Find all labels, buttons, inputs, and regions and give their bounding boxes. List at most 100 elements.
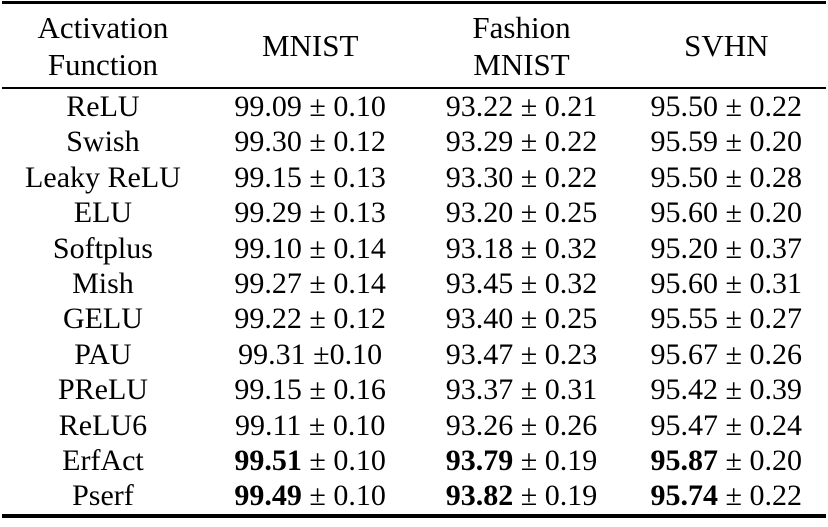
mnist-value-cell: 99.15 ± 0.16 [204, 372, 417, 407]
svhn-value-cell: 95.50 ± 0.28 [627, 160, 826, 195]
svhn-mean: 95.47 [650, 408, 719, 442]
mnist-value-cell: 99.11 ± 0.10 [204, 408, 417, 443]
svhn-value-cell: 95.50 ± 0.22 [627, 88, 826, 124]
mnist-err: ± 0.12 [309, 302, 386, 336]
mnist-mean: 99.29 [234, 196, 302, 230]
svhn-err: ± 0.24 [725, 408, 803, 442]
svhn-err: ± 0.20 [725, 444, 803, 478]
mnist-err: ± 0.13 [309, 196, 386, 230]
svhn-err: ± 0.37 [725, 231, 803, 265]
mnist-value-cell: 99.09 ± 0.10 [204, 88, 417, 124]
fashion-mnist-value-cell: 93.47 ± 0.23 [416, 337, 626, 372]
mnist-mean: 99.31 [238, 337, 306, 371]
table-header: Activation Function MNIST Fashion MNIST … [2, 2, 826, 89]
fashion-mnist-value-cell: 93.29 ± 0.22 [416, 124, 626, 159]
header-svhn: SVHN [626, 2, 826, 89]
fashion-mnist-err: ± 0.25 [520, 196, 598, 230]
fashion-mnist-mean: 93.22 [445, 90, 514, 123]
mnist-value-cell: 99.51 ± 0.10 [204, 443, 417, 478]
fashion-mnist-value-cell: 93.45 ± 0.32 [416, 266, 626, 301]
activation-function-results-table: Activation Function MNIST Fashion MNIST … [2, 1, 826, 518]
activation-name: Leaky ReLU [25, 160, 181, 194]
fashion-mnist-mean: 93.26 [445, 408, 514, 442]
svhn-value-cell: 95.67 ± 0.26 [627, 337, 826, 372]
fashion-mnist-mean: 93.20 [445, 196, 514, 230]
svhn-err: ± 0.26 [725, 337, 803, 371]
svhn-mean: 95.20 [650, 231, 719, 265]
activation-name: PReLU [57, 373, 148, 407]
fashion-mnist-value-cell: 93.30 ± 0.22 [416, 160, 626, 195]
mnist-value-cell: 99.15 ± 0.13 [204, 160, 417, 195]
svhn-err: ± 0.39 [725, 373, 803, 407]
mnist-value-cell: 99.31 ±0.10 [204, 337, 417, 372]
svhn-mean: 95.60 [650, 196, 719, 230]
svhn-value-cell: 95.42 ± 0.39 [627, 372, 826, 407]
fashion-mnist-err: ± 0.31 [520, 373, 598, 407]
activation-name: Softplus [52, 231, 153, 265]
mnist-err: ± 0.13 [309, 160, 386, 194]
header-mnist: MNIST [203, 2, 417, 89]
mnist-mean: 99.10 [234, 231, 302, 265]
mnist-err: ± 0.10 [309, 479, 386, 513]
activation-name: Pserf [72, 479, 134, 513]
mnist-mean: 99.27 [234, 267, 302, 301]
table-row-leaky-relu: Leaky ReLU 99.15 ± 0.13 93.30 ± 0.22 95.… [2, 160, 826, 195]
mnist-err: ± 0.14 [309, 231, 386, 265]
mnist-value-cell: 99.49 ± 0.10 [204, 478, 417, 515]
table-row-prelu: PReLU 99.15 ± 0.16 93.37 ± 0.31 95.42 ± … [2, 372, 826, 407]
mnist-err: ± 0.16 [309, 373, 386, 407]
activation-name: GELU [62, 302, 143, 336]
fashion-mnist-err: ± 0.19 [520, 444, 598, 478]
mnist-mean: 99.51 [234, 444, 302, 478]
mnist-err: ± 0.10 [309, 444, 386, 478]
svhn-err: ± 0.20 [725, 196, 803, 230]
mnist-mean: 99.22 [234, 302, 302, 336]
fashion-mnist-value-cell: 93.40 ± 0.25 [416, 301, 626, 336]
mnist-value-cell: 99.27 ± 0.14 [204, 266, 417, 301]
svhn-value-cell: 95.20 ± 0.37 [627, 231, 826, 266]
activation-name: ReLU [66, 90, 140, 123]
table-row-pau: PAU 99.31 ±0.10 93.47 ± 0.23 95.67 ± 0.2… [2, 337, 826, 372]
svhn-err: ± 0.28 [725, 160, 803, 194]
table-row-elu: ELU 99.29 ± 0.13 93.20 ± 0.25 95.60 ± 0.… [2, 195, 826, 230]
fashion-mnist-mean: 93.37 [445, 373, 514, 407]
mnist-mean: 99.30 [234, 125, 302, 159]
activation-name: Swish [66, 125, 140, 159]
table-row-pserf: Pserf 99.49 ± 0.10 93.82 ± 0.19 95.74 ± … [2, 478, 826, 515]
fashion-mnist-mean: 93.40 [445, 302, 514, 336]
mnist-err: ± 0.10 [309, 90, 386, 123]
table-body: ReLU 99.09 ± 0.10 93.22 ± 0.21 95.50 ± 0… [2, 88, 826, 516]
svhn-mean: 95.42 [650, 373, 719, 407]
table-row-mish: Mish 99.27 ± 0.14 93.45 ± 0.32 95.60 ± 0… [2, 266, 826, 301]
fashion-mnist-value-cell: 93.20 ± 0.25 [416, 195, 626, 230]
mnist-err: ± 0.12 [309, 125, 386, 159]
svhn-err: ± 0.22 [725, 90, 803, 123]
activation-name: ELU [73, 196, 133, 230]
table-row-swish: Swish 99.30 ± 0.12 93.29 ± 0.22 95.59 ± … [2, 124, 826, 159]
mnist-mean: 99.15 [234, 373, 302, 407]
svhn-err: ± 0.31 [725, 267, 803, 301]
svhn-mean: 95.74 [650, 479, 719, 513]
fashion-mnist-mean: 93.45 [445, 267, 514, 301]
fashion-mnist-mean: 93.18 [445, 231, 514, 265]
svhn-mean: 95.67 [650, 337, 719, 371]
mnist-value-cell: 99.22 ± 0.12 [204, 301, 417, 336]
mnist-err: ± 0.10 [308, 408, 386, 442]
fashion-mnist-mean: 93.30 [445, 160, 514, 194]
svhn-value-cell: 95.60 ± 0.31 [627, 266, 826, 301]
mnist-mean: 99.49 [234, 479, 302, 513]
fashion-mnist-err: ± 0.26 [520, 408, 598, 442]
fashion-mnist-value-cell: 93.37 ± 0.31 [416, 372, 626, 407]
activation-name: PAU [74, 337, 132, 371]
mnist-mean: 99.11 [234, 408, 302, 442]
svhn-value-cell: 95.87 ± 0.20 [627, 443, 826, 478]
fashion-mnist-value-cell: 93.26 ± 0.26 [416, 408, 626, 443]
svhn-mean: 95.50 [650, 160, 719, 194]
fashion-mnist-err: ± 0.19 [520, 479, 598, 513]
fashion-mnist-mean: 93.29 [445, 125, 514, 159]
activation-name: ReLU6 [58, 408, 148, 442]
fashion-mnist-err: ± 0.32 [520, 231, 598, 265]
fashion-mnist-err: ± 0.23 [520, 337, 598, 371]
mnist-value-cell: 99.29 ± 0.13 [204, 195, 417, 230]
